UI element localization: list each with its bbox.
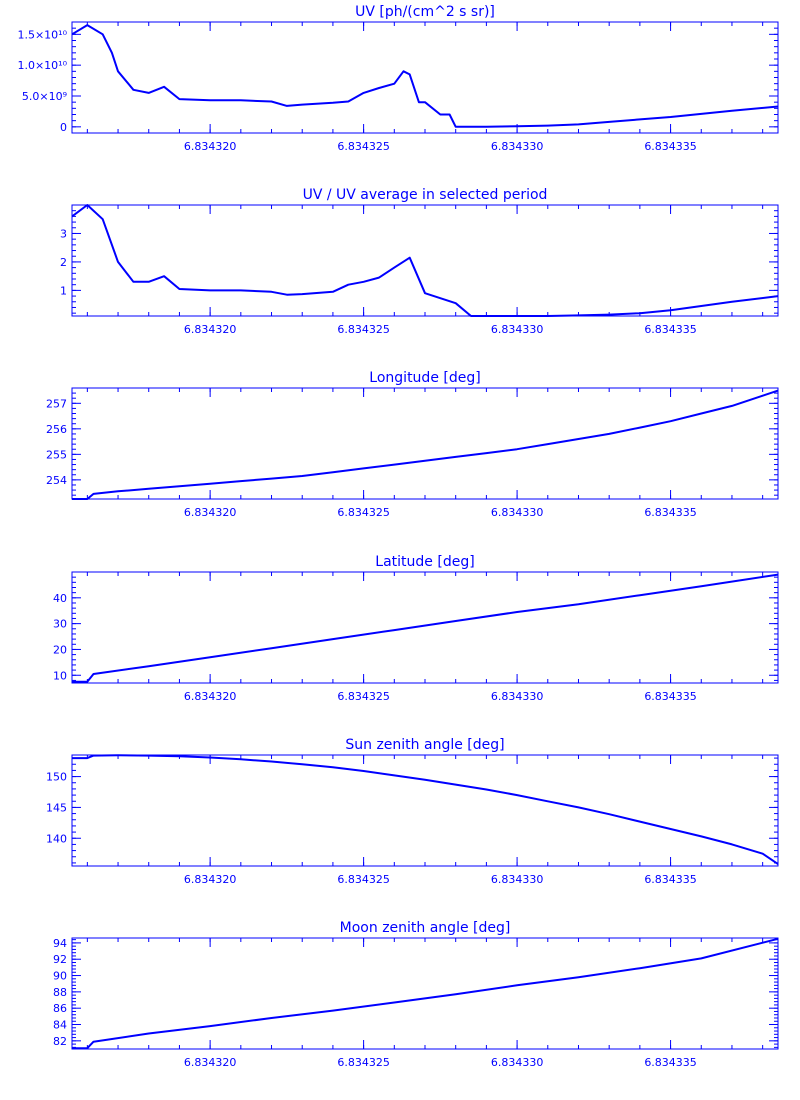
uv-panel: UV [ph/(cm^2 s sr)] 0 5.0×10⁹ 1.0×10¹⁰ 1.5×1… [0,0,800,160]
plot-frame [71,204,779,317]
x-tick-label: 6.834320 [184,1056,237,1069]
y-tick-label: 1.5×10¹⁰ [17,28,67,41]
y-tick-label: 145 [46,801,67,814]
x-tick-label: 6.834325 [337,1056,390,1069]
y-tick-label: 5.0×10⁹ [22,90,67,103]
y-tick-label: 20 [53,643,67,656]
chart-svg: Longitude [deg] 254 255 256 257 6.834320 6.834… [46,370,779,519]
y-tick-label: 2 [60,256,67,269]
y-tick-label: 1.0×10¹⁰ [17,59,67,72]
chart-svg: UV / UV average in selected period 1 2 3 6.8… [60,187,779,336]
x-tick-label: 6.834330 [491,873,544,886]
x-tick-label: 6.834330 [491,690,544,703]
y-tick-label: 1 [60,284,67,297]
sun-zenith-panel: Sun zenith angle [deg] 140 145 150 6.834320 6… [0,733,800,893]
x-tick-label: 6.834335 [644,690,697,703]
x-tick-label: 6.834325 [337,506,390,519]
x-tick-label: 6.834335 [644,506,697,519]
chart-svg: UV [ph/(cm^2 s sr)] 0 5.0×10⁹ 1.0×10¹⁰ 1.5×1… [17,4,779,153]
y-tick-label: 84 [53,1019,67,1032]
plot-frame [71,754,779,867]
x-tick-label: 6.834320 [184,506,237,519]
chart-title: Moon zenith angle [deg] [340,920,511,936]
longitude-panel: Longitude [deg] 254 255 256 257 6.834320 6.834… [0,366,800,526]
x-tick-label: 6.834335 [644,873,697,886]
x-tick-label: 6.834320 [184,323,237,336]
series-line [71,24,779,128]
series-line [71,204,779,317]
uv-ratio-panel: UV / UV average in selected period 1 2 3 6.8… [0,183,800,343]
x-tick-label: 6.834320 [184,690,237,703]
chart-title: Sun zenith angle [deg] [345,737,504,753]
x-tick-label: 6.834320 [184,140,237,153]
x-tick-label: 6.834330 [491,1056,544,1069]
y-tick-label: 10 [53,669,67,682]
chart-svg: Latitude [deg] 10 20 30 40 6.834320 6.834325 6.… [53,554,779,703]
y-tick-label: 255 [46,448,67,461]
x-tick-label: 6.834325 [337,323,390,336]
chart-svg: Sun zenith angle [deg] 140 145 150 6.834320 6… [46,737,779,886]
x-tick-label: 6.834335 [644,1056,697,1069]
chart-title: UV / UV average in selected period [303,187,548,203]
x-tick-label: 6.834335 [644,323,697,336]
y-tick-label: 254 [46,474,67,487]
y-tick-label: 0 [60,121,67,134]
moon-zenith-panel: Moon zenith angle [deg] 82 84 86 88 90 92 94 6.8… [0,916,800,1076]
x-tick-label: 6.834320 [184,873,237,886]
x-tick-label: 6.834330 [491,506,544,519]
series-line [72,937,779,1050]
y-tick-label: 30 [53,618,67,631]
x-tick-label: 6.834335 [644,140,697,153]
latitude-panel: Latitude [deg] 10 20 30 40 6.834320 6.834325 6.… [0,550,800,710]
y-tick-label: 88 [53,986,67,999]
y-tick-label: 90 [53,970,67,983]
y-tick-label: 256 [46,423,67,436]
x-tick-label: 6.834330 [491,323,544,336]
x-tick-label: 6.834325 [337,873,390,886]
y-tick-label: 82 [53,1035,67,1048]
chart-title: Latitude [deg] [375,554,474,570]
y-tick-label: 257 [46,397,67,410]
chart-title: Longitude [deg] [369,370,480,386]
y-tick-label: 3 [60,227,67,240]
plot-frame [71,387,779,500]
y-tick-label: 94 [53,937,67,950]
x-tick-label: 6.834325 [337,140,390,153]
y-tick-label: 140 [46,832,67,845]
chart-title: UV [ph/(cm^2 s sr)] [355,4,495,20]
y-tick-label: 40 [53,592,67,605]
y-tick-label: 150 [46,771,67,784]
series-line [72,754,779,865]
x-tick-label: 6.834325 [337,690,390,703]
y-tick-label: 92 [53,953,67,966]
plot-frame [71,937,779,1050]
series-line [72,573,779,683]
y-tick-label: 86 [53,1002,67,1015]
series-line [72,389,779,500]
chart-svg: Moon zenith angle [deg] 82 84 86 88 90 92 94 6.8… [53,920,779,1069]
plot-frame [71,571,779,684]
x-tick-label: 6.834330 [491,140,544,153]
